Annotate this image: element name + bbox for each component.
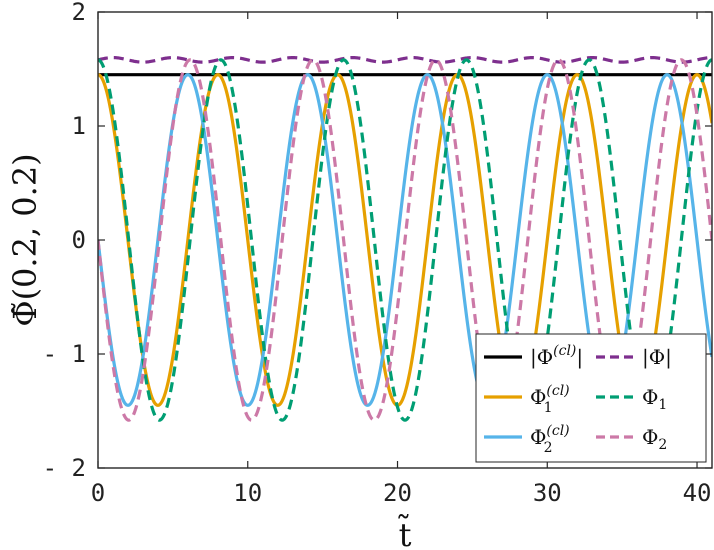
legend-label-4: Φ(cl) 2: [530, 423, 570, 456]
legend-label-5: Φ2: [642, 425, 667, 453]
series-line-4: [98, 58, 712, 422]
legend-label-0: |Φ(cl)|: [530, 343, 583, 370]
y-tick-label: 1: [72, 112, 86, 140]
y-axis-label: Φ̃(0.2, 0.2): [6, 153, 44, 326]
x-axis-label: t̃: [397, 515, 411, 550]
x-tick-label: 30: [533, 479, 562, 507]
series-line-3: [98, 56, 712, 64]
y-tick-label: 2: [72, 0, 86, 26]
x-tick-label: 10: [233, 479, 262, 507]
legend-label-3: Φ1: [642, 385, 667, 413]
y-tick-label: - 2: [43, 454, 86, 482]
x-tick-label: 0: [91, 479, 105, 507]
y-tick-label: - 1: [43, 340, 86, 368]
series-line-1: [98, 73, 712, 407]
legend-label-2: Φ(cl) 1: [530, 383, 570, 416]
y-tick-label: 0: [72, 226, 86, 254]
x-tick-label: 40: [683, 479, 712, 507]
x-tick-label: 20: [383, 479, 412, 507]
legend-label-1: |Φ|: [642, 345, 672, 370]
legend: |Φ(cl)| |Φ| Φ(cl) 1 Φ1 Φ(cl) 2 Φ2: [475, 333, 707, 463]
